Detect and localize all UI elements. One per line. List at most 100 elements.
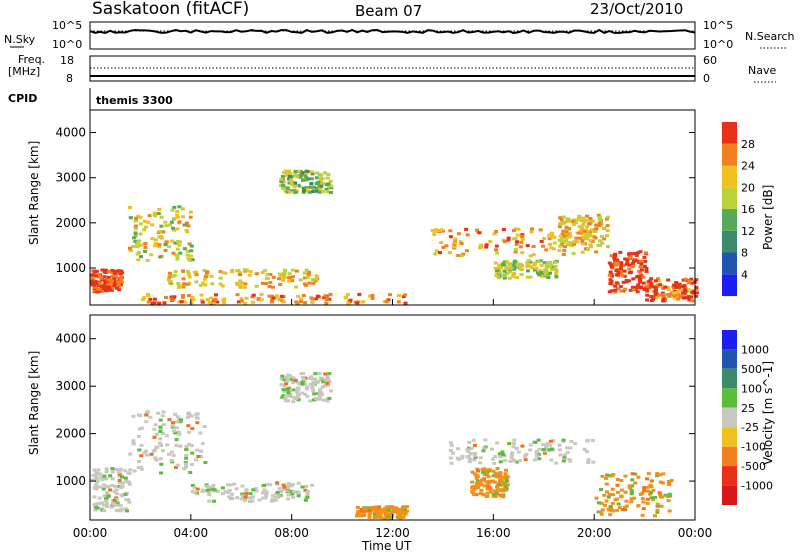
power-cell	[497, 267, 502, 271]
power-cell	[152, 211, 157, 215]
velocity-cell	[470, 486, 474, 490]
power-cell	[655, 284, 660, 288]
power-cell	[505, 266, 510, 270]
velocity-cell	[207, 499, 212, 503]
velocity-cell	[286, 393, 291, 397]
power-cell	[478, 246, 482, 250]
velocity-cell	[311, 389, 316, 393]
velocity-cell	[317, 396, 322, 400]
velocity-cell	[103, 497, 108, 501]
velocity-cell	[211, 483, 216, 487]
velocity-cell	[607, 492, 612, 496]
power-cell	[176, 282, 181, 285]
velocity-cell	[325, 399, 330, 403]
velocity-cell	[642, 486, 647, 490]
power-cell	[515, 263, 520, 267]
power-cell	[619, 261, 624, 265]
velocity-cell	[599, 512, 604, 516]
power-cell	[90, 279, 94, 283]
power-cell	[139, 255, 143, 259]
date-label: 23/Oct/2010	[590, 0, 683, 18]
power-cell	[279, 177, 284, 181]
power-cell	[311, 281, 316, 285]
velocity-cell	[154, 432, 159, 436]
velocity-cell	[486, 475, 491, 479]
power-cell	[267, 285, 272, 288]
velocity-cell	[484, 480, 489, 484]
power-cell	[161, 230, 166, 234]
power-cell	[287, 175, 292, 178]
power-cell	[565, 243, 570, 247]
power-colorbar-segment	[722, 187, 737, 210]
velocity-cell	[296, 481, 301, 485]
power-colorbar-segment	[722, 122, 737, 144]
velocity-cell	[319, 393, 324, 397]
power-cell	[561, 215, 566, 219]
velocity-cell	[158, 441, 163, 445]
power-cell	[464, 227, 469, 231]
velocity-cell	[93, 478, 98, 482]
power-cell	[281, 175, 285, 178]
velocity-cell	[282, 384, 287, 388]
velocity-cell	[405, 505, 409, 509]
velocity-cell	[649, 490, 654, 494]
velocity-cell	[524, 452, 529, 456]
velocity-cell	[329, 389, 334, 393]
power-cell	[106, 283, 110, 287]
noise-panel-frame	[89, 21, 696, 50]
velocity-cell	[648, 483, 653, 487]
power-cell	[309, 177, 314, 181]
power-cell	[128, 216, 133, 220]
power-cell	[93, 279, 98, 283]
power-cell	[506, 236, 511, 240]
velocity-cell	[114, 503, 119, 507]
power-cell	[502, 269, 507, 273]
velocity-cell	[184, 448, 189, 452]
velocity-colorbar-tick: 500	[741, 363, 762, 376]
power-cell	[520, 237, 525, 241]
power-cell	[655, 295, 660, 299]
power-cell	[92, 289, 97, 292]
power-cell	[526, 259, 531, 262]
power-cell	[215, 300, 220, 304]
power-cell	[588, 239, 593, 243]
velocity-cell	[184, 445, 189, 449]
power-cell	[690, 291, 695, 294]
power-cell	[280, 294, 284, 298]
power-cell	[278, 274, 283, 278]
power-cell	[370, 296, 375, 300]
velocity-cell	[569, 439, 574, 443]
velocity-cell	[98, 476, 103, 480]
velocity-cell	[144, 420, 149, 424]
velocity-cell	[102, 474, 107, 478]
power-cell	[142, 219, 147, 223]
velocity-cell	[286, 493, 291, 497]
velocity-cell	[610, 501, 615, 505]
velocity-cell	[244, 492, 249, 495]
power-cell	[479, 243, 483, 247]
velocity-cell	[668, 494, 673, 498]
velocity-colorbar-segment	[722, 485, 737, 505]
power-cell	[618, 250, 623, 254]
power-cell	[138, 215, 143, 219]
power-cell	[136, 214, 141, 218]
velocity-cell	[174, 465, 178, 469]
velocity-cell	[234, 487, 239, 491]
y-tick-label: 3000	[55, 379, 86, 393]
velocity-cell	[317, 392, 322, 396]
velocity-cell	[481, 493, 486, 497]
power-cell	[434, 249, 439, 253]
power-cell	[661, 293, 666, 296]
velocity-cell	[198, 431, 203, 435]
velocity-cell	[137, 448, 142, 452]
velocity-cell	[94, 487, 99, 491]
velocity-cell	[523, 458, 528, 462]
velocity-cell	[619, 495, 624, 499]
velocity-cell	[177, 432, 182, 436]
power-cell	[201, 281, 206, 285]
velocity-cell	[503, 459, 507, 463]
frequency-series	[90, 67, 695, 77]
velocity-cell	[248, 492, 253, 496]
power-cell	[187, 258, 192, 262]
velocity-cell	[660, 481, 665, 485]
